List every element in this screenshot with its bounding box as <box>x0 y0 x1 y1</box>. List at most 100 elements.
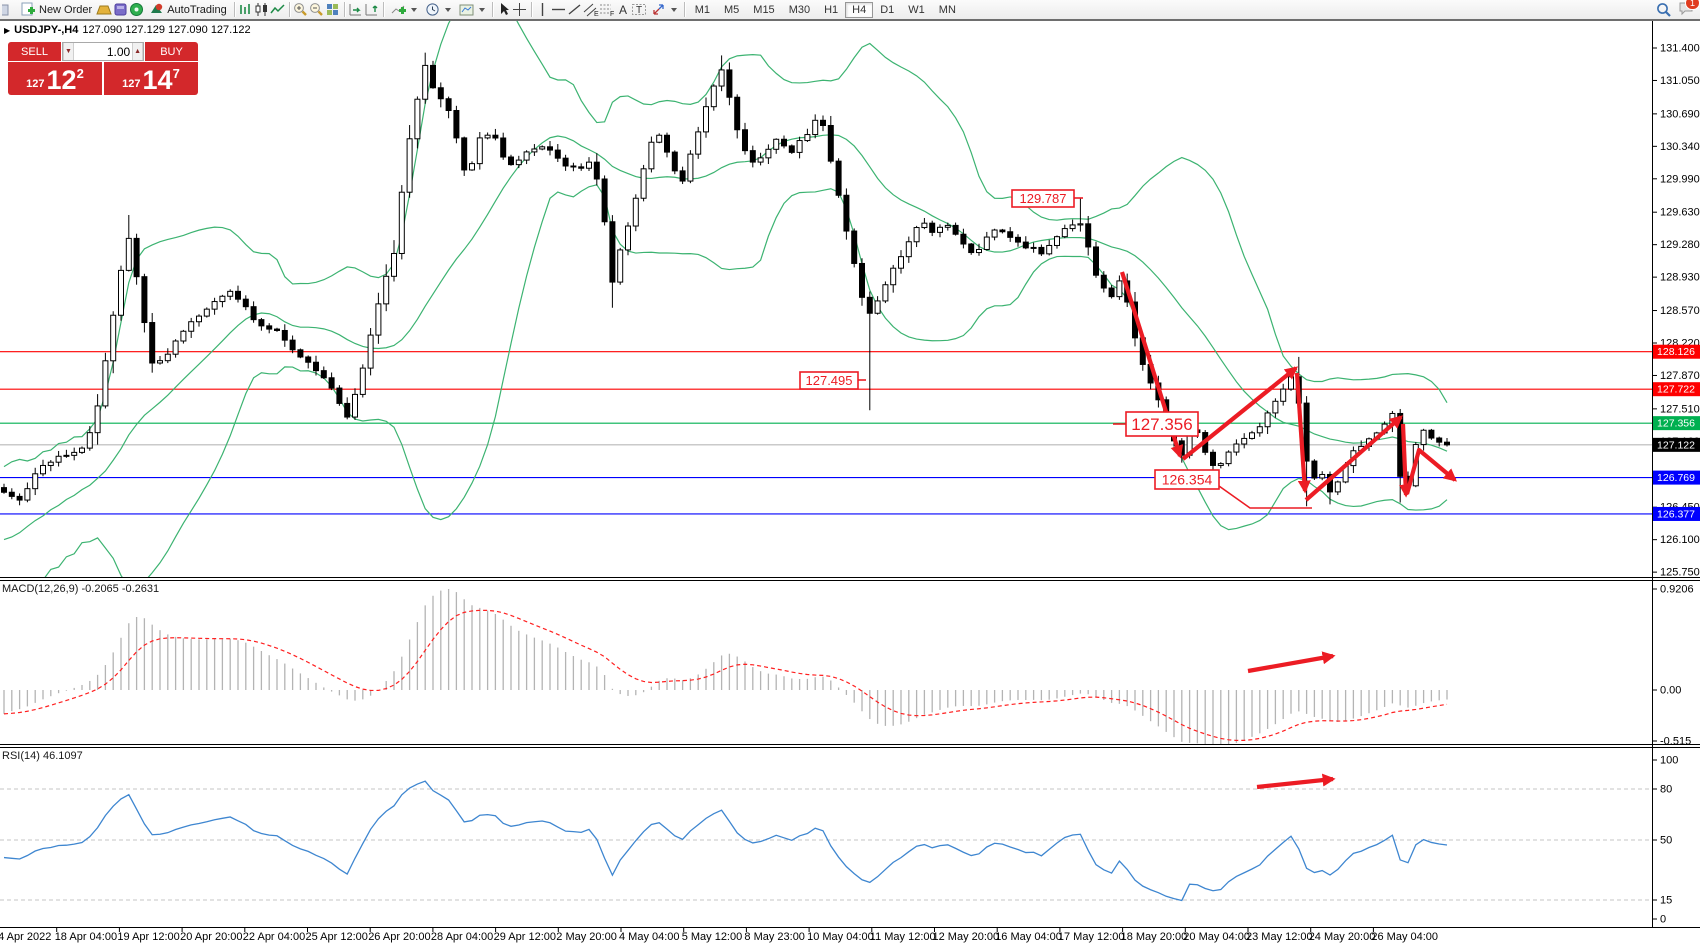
buy-price-small: 127 <box>122 78 141 90</box>
arrows-caret-icon <box>670 7 677 12</box>
svg-text:127.495: 127.495 <box>806 373 853 388</box>
tab-timeframe-m5[interactable]: M5 <box>724 3 740 16</box>
chart-shift-icon[interactable] <box>364 2 380 18</box>
crosshair-tool-icon[interactable] <box>512 2 528 18</box>
add-indicator-icon <box>391 2 407 18</box>
arrows-tool-icon <box>651 2 667 18</box>
tab-timeframe-w1[interactable]: W1 <box>908 3 925 16</box>
svg-text:126.377: 126.377 <box>1657 508 1695 520</box>
buy-button[interactable]: BUY <box>145 42 198 61</box>
sell-price-button[interactable]: 127 12 2 <box>8 62 102 95</box>
buy-price-sup: 7 <box>172 66 180 81</box>
svg-text:127.722: 127.722 <box>1657 384 1695 396</box>
tab-timeframe-d1[interactable]: D1 <box>880 3 895 16</box>
buy-price-button[interactable]: 127 14 7 <box>104 62 198 95</box>
vertical-line-tool-icon[interactable] <box>535 2 551 18</box>
sell-price-sup: 2 <box>76 66 84 81</box>
svg-text:15: 15 <box>1660 895 1672 907</box>
svg-text:125.750: 125.750 <box>1660 567 1700 579</box>
bar-chart-mode-icon[interactable] <box>238 2 254 18</box>
search-icon[interactable] <box>1656 2 1672 18</box>
svg-text:128.570: 128.570 <box>1660 305 1700 317</box>
tab-timeframe-m30[interactable]: M30 <box>788 3 811 16</box>
cursor-tool-icon[interactable] <box>496 2 512 18</box>
templates-button[interactable] <box>455 1 489 18</box>
svg-text:19 Apr 12:00: 19 Apr 12:00 <box>117 931 179 943</box>
zoom-in-icon[interactable] <box>293 2 309 18</box>
attach-icon[interactable] <box>0 2 16 18</box>
news-icon[interactable] <box>128 2 144 18</box>
svg-text:F: F <box>610 11 614 17</box>
svg-text:17 May 12:00: 17 May 12:00 <box>1058 931 1125 943</box>
svg-text:E: E <box>594 11 599 17</box>
main-toolbar: New Order AutoTrading E F A T M1 M5 <box>0 0 1700 21</box>
one-click-trading-panel: SELL ▼ ▲ BUY 127 12 2 127 14 7 <box>8 42 198 95</box>
equidistant-channel-tool-icon[interactable]: E <box>583 2 599 18</box>
toolbar-separator <box>382 2 384 17</box>
tab-timeframe-m15[interactable]: M15 <box>753 3 775 16</box>
tab-timeframe-h4[interactable]: H4 <box>845 1 874 18</box>
axes-layer: 131.400 131.050 130.690 130.340 129.990 129.6… <box>0 21 1700 943</box>
svg-text:28 Apr 04:00: 28 Apr 04:00 <box>431 931 493 943</box>
lot-size-input[interactable] <box>73 43 133 60</box>
svg-text:5 May 12:00: 5 May 12:00 <box>682 931 743 943</box>
zoom-out-icon[interactable] <box>309 2 325 18</box>
svg-text:22 Apr 04:00: 22 Apr 04:00 <box>243 931 305 943</box>
sell-button[interactable]: SELL <box>8 42 61 61</box>
periods-button[interactable] <box>421 1 455 18</box>
journal-icon[interactable] <box>112 2 128 18</box>
line-chart-mode-icon[interactable] <box>270 2 286 18</box>
svg-text:127.870: 127.870 <box>1660 370 1700 382</box>
candlestick-mode-icon[interactable] <box>254 2 270 18</box>
symbol-ohlc: 127.090 127.129 127.090 127.122 <box>82 24 251 36</box>
sell-price-small: 127 <box>26 78 45 90</box>
chart-marker-icon: ▶ <box>4 25 11 35</box>
horizontal-line-tool-icon[interactable] <box>551 2 567 18</box>
lot-decrease-button[interactable]: ▼ <box>63 43 74 60</box>
svg-text:24 May 20:00: 24 May 20:00 <box>1309 931 1376 943</box>
tab-timeframe-m1[interactable]: M1 <box>694 3 710 16</box>
svg-text:131.050: 131.050 <box>1660 75 1700 87</box>
svg-text:A: A <box>619 3 627 17</box>
indicators-caret-icon <box>410 7 417 12</box>
symbol-info: ▶ USDJPY-,H4 127.090 127.129 127.090 127… <box>4 24 251 36</box>
svg-text:128.126: 128.126 <box>1657 346 1695 358</box>
buy-price-big: 14 <box>142 65 173 95</box>
new-order-button[interactable]: New Order <box>16 1 96 18</box>
annotations-layer: 129.787 127.495 127.356 126.354 <box>799 189 1458 790</box>
chat-button[interactable]: 1 <box>1678 0 1700 19</box>
new-order-icon <box>20 2 36 18</box>
svg-text:129.787: 129.787 <box>1020 191 1067 206</box>
auto-scroll-icon[interactable] <box>348 2 364 18</box>
svg-text:128.930: 128.930 <box>1660 272 1700 284</box>
deposit-icon[interactable] <box>96 2 112 18</box>
lot-increase-button[interactable]: ▲ <box>132 43 143 60</box>
tile-windows-icon[interactable] <box>325 2 341 18</box>
svg-text:80: 80 <box>1660 784 1672 796</box>
symbol-name: USDJPY-,H4 <box>14 24 79 36</box>
svg-text:2 May 20:00: 2 May 20:00 <box>556 931 617 943</box>
tab-timeframe-mn[interactable]: MN <box>938 3 956 16</box>
clock-icon <box>425 2 441 18</box>
fibonacci-tool-icon[interactable]: F <box>599 2 615 18</box>
svg-text:0.00: 0.00 <box>1660 685 1681 697</box>
svg-text:130.690: 130.690 <box>1660 108 1700 120</box>
autotrading-button[interactable]: AutoTrading <box>144 1 231 18</box>
autotrading-label: AutoTrading <box>167 3 227 16</box>
arrows-tool-button[interactable] <box>647 1 681 18</box>
svg-text:100: 100 <box>1660 755 1678 767</box>
svg-text:129.280: 129.280 <box>1660 239 1700 251</box>
tab-timeframe-h1[interactable]: H1 <box>824 3 839 16</box>
bollinger-bands-layer <box>3 21 1448 577</box>
indicators-button[interactable] <box>387 1 421 18</box>
svg-text:127.356: 127.356 <box>1131 415 1192 434</box>
svg-text:8 May 23:00: 8 May 23:00 <box>744 931 805 943</box>
macd-name: MACD(12,26,9) <box>2 583 79 595</box>
text-label-tool-icon[interactable]: T <box>631 2 647 18</box>
new-order-label: New Order <box>39 3 93 16</box>
rsi-indicator-label: RSI(14) 46.1097 <box>2 750 83 762</box>
trendline-tool-icon[interactable] <box>567 2 583 18</box>
text-tool-icon[interactable]: A <box>615 2 631 18</box>
svg-text:0.9206: 0.9206 <box>1660 584 1694 596</box>
